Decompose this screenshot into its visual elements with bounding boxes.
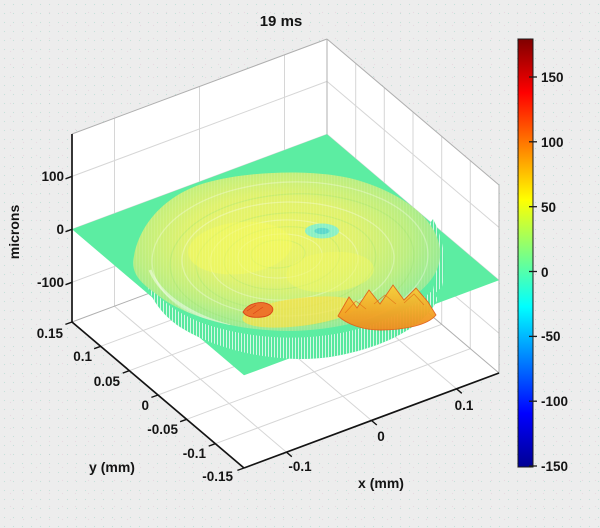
x-tick-label: 0.1 xyxy=(455,398,474,413)
z-tick-label: -100 xyxy=(37,275,64,290)
colorbar: 150 100 50 0 -50 -100 -150 xyxy=(517,38,568,474)
ridge-orange xyxy=(337,284,437,331)
colorbar-gradient xyxy=(517,38,534,468)
y-tick-label: 0.05 xyxy=(94,374,121,389)
y-tick-label: -0.1 xyxy=(183,446,207,461)
colorbar-tick-label: 50 xyxy=(541,200,556,215)
x-axis-title: x (mm) xyxy=(358,475,404,491)
colorbar-tick-label: 100 xyxy=(541,135,564,150)
y-tick-label: 0.15 xyxy=(37,326,64,341)
y-tick-label: 0 xyxy=(141,398,149,413)
x-tick-labels: -0.1 0 0.1 xyxy=(288,398,474,474)
z-axis-title: microns xyxy=(6,205,22,260)
y-tick-label: -0.15 xyxy=(202,469,233,484)
colorbar-ticks xyxy=(529,76,537,467)
colorbar-tick-label: -100 xyxy=(541,394,568,409)
z-tick-label: 0 xyxy=(56,222,64,237)
y-axis-title: y (mm) xyxy=(89,459,135,475)
x-tick-label: -0.1 xyxy=(288,459,312,474)
colorbar-tick-label: 0 xyxy=(541,265,549,280)
colorbar-tick-label: 150 xyxy=(541,70,564,85)
axis-ticks xyxy=(65,175,463,472)
z-tick-labels: 100 0 -100 xyxy=(37,169,64,290)
z-tick-label: 100 xyxy=(41,169,64,184)
peak-red-orange xyxy=(242,302,274,318)
y-tick-label: -0.05 xyxy=(147,422,178,437)
colorbar-tick-label: -150 xyxy=(541,459,568,474)
y-tick-labels: 0.15 0.1 0.05 0 -0.05 -0.1 -0.15 xyxy=(37,326,234,484)
x-tick-label: 0 xyxy=(377,429,385,444)
colorbar-tick-labels: 150 100 50 0 -50 -100 -150 xyxy=(541,70,568,474)
y-tick-label: 0.1 xyxy=(73,349,92,364)
plot-title: 19 ms xyxy=(260,13,303,30)
membrane-surface xyxy=(133,172,441,331)
colorbar-tick-label: -50 xyxy=(541,329,561,344)
